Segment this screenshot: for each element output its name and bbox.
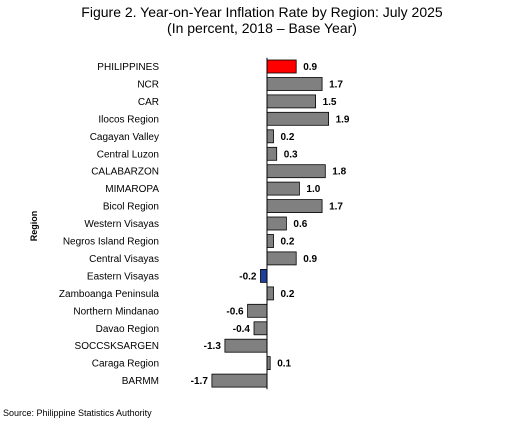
value-label: -0.4 bbox=[233, 324, 251, 335]
bar-ilocos-region bbox=[266, 111, 329, 126]
y-axis-label: Region bbox=[29, 211, 39, 242]
category-label: Bicol Region bbox=[103, 202, 159, 213]
category-label: Caraga Region bbox=[92, 359, 159, 370]
category-label: Negros Island Region bbox=[63, 237, 159, 248]
value-label: 0.9 bbox=[303, 254, 317, 265]
value-label: 0.2 bbox=[281, 237, 295, 248]
value-label: 1.7 bbox=[329, 202, 343, 213]
category-label: Western Visayas bbox=[84, 219, 159, 230]
category-label: PHILIPPINES bbox=[97, 62, 159, 73]
category-label: SOCCSKSARGEN bbox=[75, 341, 159, 352]
category-label: MIMAROPA bbox=[105, 184, 159, 195]
value-label: 0.9 bbox=[303, 62, 317, 73]
value-label: 1.7 bbox=[329, 80, 343, 91]
category-label: Central Luzon bbox=[97, 149, 159, 160]
category-label: Ilocos Region bbox=[98, 114, 159, 125]
bar-ncr bbox=[266, 77, 323, 91]
bar-western-visayas bbox=[266, 216, 287, 231]
category-label: Zamboanga Peninsula bbox=[59, 289, 160, 300]
category-label: Central Visayas bbox=[89, 254, 159, 265]
value-label: 1.0 bbox=[306, 184, 320, 195]
category-label: Northern Mindanao bbox=[73, 306, 159, 317]
bar-northern-mindanao bbox=[247, 303, 268, 318]
value-label: -0.2 bbox=[239, 271, 257, 282]
category-label: Eastern Visayas bbox=[87, 271, 159, 282]
category-label: CALABARZON bbox=[91, 167, 159, 178]
bar-bicol-region bbox=[266, 199, 323, 214]
value-label: 1.8 bbox=[332, 167, 346, 178]
chart-subtitle: (In percent, 2018 – Base Year) bbox=[167, 20, 357, 36]
bar-davao-region bbox=[253, 321, 268, 336]
value-label: 0.2 bbox=[281, 289, 295, 300]
category-label: Cagayan Valley bbox=[90, 132, 159, 143]
value-label: -1.7 bbox=[191, 376, 209, 387]
category-label: Davao Region bbox=[96, 324, 159, 335]
bar-philippines bbox=[266, 59, 297, 74]
value-label: 0.6 bbox=[293, 219, 307, 230]
bar-barmm bbox=[211, 373, 268, 388]
value-label: 1.9 bbox=[336, 114, 350, 125]
value-label: -0.6 bbox=[226, 306, 244, 317]
value-label: 1.5 bbox=[323, 97, 337, 108]
value-label: 0.1 bbox=[277, 359, 291, 370]
chart-title: Figure 2. Year-on-Year Inflation Rate by… bbox=[81, 4, 443, 20]
bar-negros-island-region bbox=[266, 234, 274, 248]
value-label: 0.2 bbox=[281, 132, 295, 143]
source-note: Source: Philippine Statistics Authority bbox=[3, 408, 152, 418]
bar-calabarzon bbox=[266, 164, 326, 179]
bar-soccsksargen bbox=[224, 338, 268, 353]
bar-zamboanga-peninsula bbox=[266, 286, 274, 301]
value-label: -1.3 bbox=[204, 341, 222, 352]
value-label: 0.3 bbox=[284, 149, 298, 160]
bar-central-visayas bbox=[266, 251, 297, 266]
bar-cagayan-valley bbox=[266, 129, 274, 144]
category-label: NCR bbox=[137, 80, 159, 91]
bar-chart: Region PHILIPPINES NCR CAR Ilocos Region Cag… bbox=[29, 57, 350, 390]
category-label: CAR bbox=[138, 97, 159, 108]
bar-central-luzon bbox=[266, 146, 278, 161]
bar-car bbox=[266, 94, 316, 109]
category-label: BARMM bbox=[122, 376, 159, 387]
bar-mimaropa bbox=[266, 181, 300, 196]
bar-eastern-visayas bbox=[260, 268, 268, 283]
